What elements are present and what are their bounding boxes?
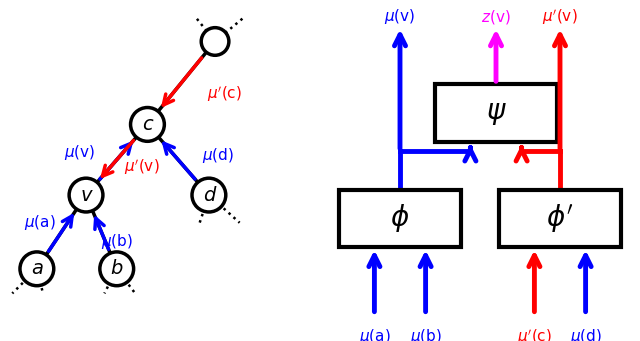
Text: $\mu$(d): $\mu$(d) [570,327,602,341]
Text: $\mu'$(v): $\mu'$(v) [124,158,159,177]
Text: $\mu'$(v): $\mu'$(v) [542,7,578,27]
Text: $\mu$(v): $\mu$(v) [64,143,95,162]
Text: $\phi$: $\phi$ [390,203,410,235]
Circle shape [201,28,229,55]
Text: $\mu'$(c): $\mu'$(c) [517,327,552,341]
Text: $\psi$: $\psi$ [486,99,506,127]
Bar [435,84,557,142]
Text: c: c [142,115,153,134]
Circle shape [100,252,134,286]
Text: b: b [111,259,123,278]
Bar [339,190,461,247]
Circle shape [69,178,103,212]
Text: $\mu$(a): $\mu$(a) [24,213,56,232]
Text: v: v [80,186,92,205]
Text: $z$(v): $z$(v) [481,8,511,26]
Text: a: a [31,259,43,278]
Circle shape [192,178,226,212]
Bar [499,190,621,247]
Text: $\mu'$(c): $\mu'$(c) [207,84,242,104]
Text: d: d [203,186,215,205]
Text: $\mu$(d): $\mu$(d) [202,146,234,165]
Text: $\mu$(b): $\mu$(b) [100,232,132,251]
Text: $\mu$(a): $\mu$(a) [358,327,390,341]
Text: $\mu$(v): $\mu$(v) [384,8,416,26]
Text: $\mu$(b): $\mu$(b) [410,327,442,341]
Circle shape [131,107,164,141]
Text: $\phi'$: $\phi'$ [546,202,574,235]
Circle shape [20,252,54,286]
